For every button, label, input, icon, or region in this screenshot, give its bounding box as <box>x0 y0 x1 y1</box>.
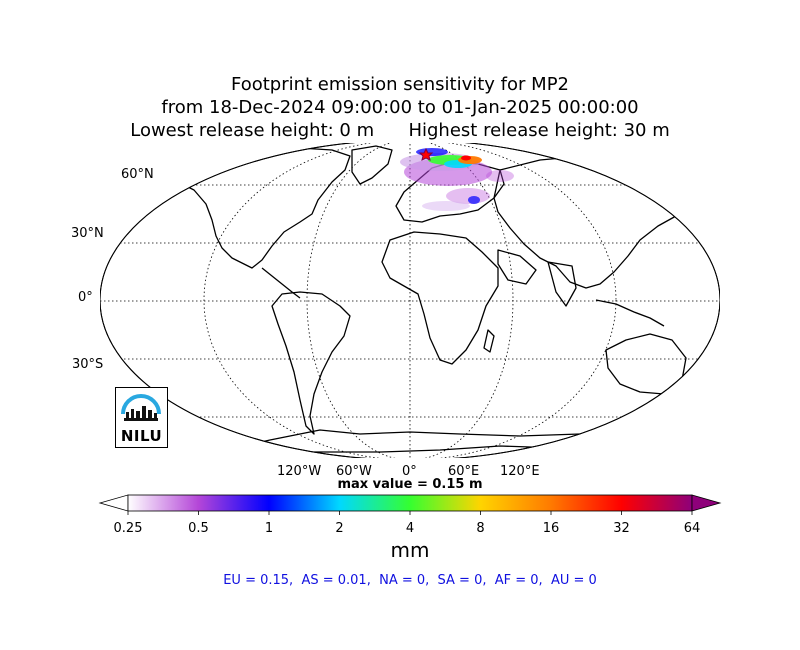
title-line-1: Footprint emission sensitivity for MP2 <box>230 74 569 95</box>
footprint-plume <box>400 148 514 211</box>
colorbar-extend-low <box>98 494 129 512</box>
lon-label-60e: 60°E <box>448 464 480 479</box>
lat-label-0: 0° <box>78 290 93 305</box>
colorbar-body <box>127 494 693 512</box>
madagascar-coast <box>483 329 495 353</box>
colorbar-tick-label: 0.5 <box>188 521 209 536</box>
colorbar-units: mm <box>390 538 430 562</box>
colorbar-tick-label: 32 <box>613 521 630 536</box>
colorbar-tick-label: 16 <box>542 521 560 536</box>
nilu-logo-graphic <box>121 394 161 421</box>
colorbar-tick-label: 4 <box>405 521 415 536</box>
lat-label-30n: 30°N <box>71 226 104 241</box>
regional-values: EU = 0.15, AS = 0.01, NA = 0, SA = 0, AF… <box>223 573 597 588</box>
nilu-logo-text: NILU <box>120 427 163 445</box>
title-line-2: from 18-Dec-2024 09:00:00 to 01-Jan-2025… <box>161 97 639 118</box>
lon-label-120w: 120°W <box>277 464 322 479</box>
colorbar <box>98 494 722 515</box>
lat-label-30s: 30°S <box>72 357 104 372</box>
southeast-asia-islands <box>595 299 665 327</box>
lon-label-0: 0° <box>402 464 417 479</box>
colorbar-tick-label: 2 <box>335 521 344 536</box>
central-america-coast <box>261 267 301 299</box>
colorbar-tick-label: 64 <box>683 521 701 536</box>
arabia-coast <box>497 249 537 285</box>
south-america-coast <box>271 291 351 435</box>
nilu-logo: NILU <box>115 387 168 448</box>
lat-label-60n: 60°N <box>121 167 154 182</box>
colorbar-tick-label: 8 <box>476 521 485 536</box>
colorbar-tick-label: 0.25 <box>113 521 143 536</box>
title-line-3: Lowest release height: 0 m Highest relea… <box>130 120 670 141</box>
release-site-star <box>418 147 434 161</box>
greenland-coast <box>351 145 393 185</box>
lon-label-120e: 120°E <box>500 464 540 479</box>
new-zealand-coast <box>687 379 701 405</box>
colorbar-tick-label: 1 <box>264 521 274 536</box>
lon-label-60w: 60°W <box>336 464 372 479</box>
africa-coast <box>381 231 499 365</box>
max-value-label: max value = 0.15 m <box>337 477 483 492</box>
india-coast <box>547 261 577 307</box>
colorbar-extend-high <box>691 494 722 512</box>
graticule <box>100 143 720 458</box>
